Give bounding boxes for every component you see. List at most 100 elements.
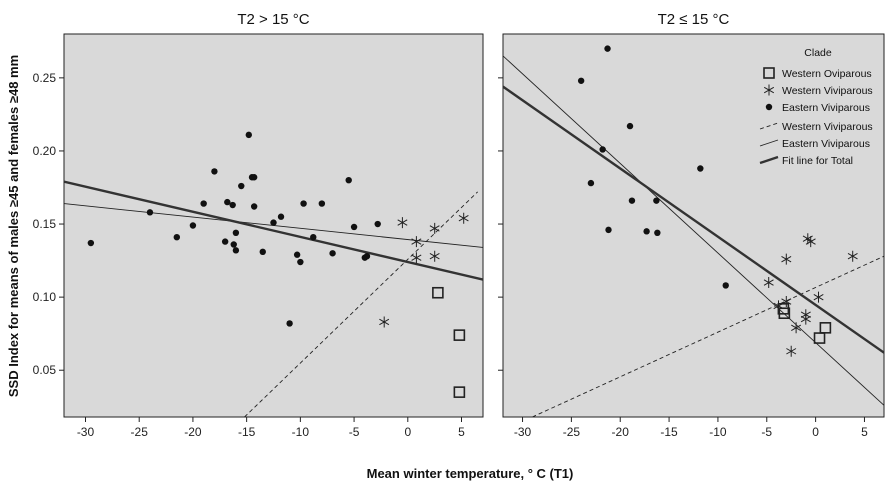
x-tick-label-right: -15 bbox=[660, 425, 678, 439]
point-eastern-viviparous bbox=[200, 200, 207, 207]
plot-area-right bbox=[502, 33, 885, 418]
legend-marker-square bbox=[763, 67, 775, 79]
point-eastern-viviparous bbox=[345, 176, 352, 184]
point-eastern-viviparous bbox=[577, 77, 585, 84]
point-eastern-viviparous bbox=[587, 179, 595, 187]
point-eastern-viviparous bbox=[224, 198, 231, 206]
point-western-viviparous bbox=[800, 309, 811, 321]
y-axis-title: SSD Index for means of males ≥45 and fem… bbox=[6, 55, 21, 397]
point-western-viviparous bbox=[805, 236, 816, 248]
point-eastern-viviparous bbox=[297, 258, 304, 266]
point-western-viviparous bbox=[847, 250, 858, 262]
fit-line-dashed-right bbox=[532, 255, 884, 417]
point-eastern-viviparous bbox=[300, 200, 307, 207]
panel-right: T2 ≤ 15 °C -30 -25 -20 -15 -10 -5 0 5 bbox=[498, 11, 885, 439]
fit-line-dashed-left bbox=[244, 191, 478, 417]
legend-label: Western Viviparous bbox=[782, 121, 873, 133]
point-eastern-viviparous bbox=[238, 182, 245, 190]
legend-marker-thin-line bbox=[759, 139, 779, 147]
legend: Clade Western Oviparous Western Viviparous… bbox=[759, 47, 873, 167]
x-tick-label-left: 0 bbox=[404, 425, 411, 439]
panel-left: T2 > 15 °C -30 -25 -20 -15 -10 -5 0 5 0.05 0.10 0.1… bbox=[33, 11, 484, 439]
point-eastern-viviparous bbox=[189, 222, 197, 229]
point-eastern-viviparous bbox=[221, 238, 229, 245]
point-western-viviparous bbox=[458, 212, 469, 224]
point-western-viviparous bbox=[781, 296, 792, 307]
x-tick-label-left: 5 bbox=[458, 425, 465, 439]
y-tick-label: 0.25 bbox=[33, 71, 57, 85]
point-eastern-viviparous bbox=[363, 252, 371, 260]
x-tick-label-left: -10 bbox=[292, 425, 310, 439]
point-western-oviparous bbox=[453, 386, 466, 398]
point-eastern-viviparous bbox=[259, 248, 266, 256]
point-eastern-viviparous bbox=[628, 197, 636, 204]
fit-line-thin-right bbox=[503, 55, 884, 406]
point-western-viviparous bbox=[786, 345, 797, 357]
point-eastern-viviparous bbox=[350, 223, 358, 231]
legend-label: Eastern Viviparous bbox=[782, 138, 870, 150]
y-tick-label: 0.20 bbox=[33, 144, 57, 158]
point-eastern-viviparous bbox=[697, 165, 704, 172]
point-western-oviparous bbox=[432, 286, 444, 299]
point-eastern-viviparous bbox=[653, 197, 660, 204]
legend-label: Eastern Viviparous bbox=[782, 102, 870, 114]
x-tick-label-left: -20 bbox=[184, 425, 202, 439]
point-western-viviparous bbox=[763, 277, 774, 288]
panel-title-right: T2 ≤ 15 °C bbox=[658, 11, 730, 28]
legend-label: Fit line for Total bbox=[782, 155, 853, 167]
point-eastern-viviparous bbox=[232, 229, 240, 237]
point-eastern-viviparous bbox=[318, 200, 326, 207]
point-eastern-viviparous bbox=[310, 233, 317, 241]
point-western-oviparous bbox=[778, 307, 791, 320]
fit-line-thick-right bbox=[503, 85, 884, 354]
point-eastern-viviparous bbox=[250, 203, 258, 210]
x-tick-label-right: 0 bbox=[812, 425, 819, 439]
point-eastern-viviparous bbox=[626, 122, 634, 130]
point-western-viviparous bbox=[411, 236, 422, 248]
legend-label: Western Oviparous bbox=[782, 68, 872, 80]
point-western-oviparous bbox=[453, 329, 466, 341]
y-tick-label: 0.05 bbox=[33, 363, 57, 377]
point-eastern-viviparous bbox=[654, 229, 661, 237]
point-western-viviparous bbox=[813, 291, 824, 303]
y-tick-label: 0.15 bbox=[33, 217, 57, 231]
x-tick-label-right: -25 bbox=[563, 425, 581, 439]
point-eastern-viviparous bbox=[173, 233, 181, 241]
point-eastern-viviparous bbox=[722, 282, 729, 289]
point-eastern-viviparous bbox=[230, 241, 237, 248]
point-eastern-viviparous bbox=[232, 247, 240, 254]
point-eastern-viviparous bbox=[293, 251, 301, 258]
point-western-viviparous bbox=[411, 252, 422, 264]
point-western-viviparous bbox=[429, 250, 440, 262]
x-tick-label-right: -10 bbox=[709, 425, 727, 439]
point-eastern-viviparous bbox=[211, 168, 218, 175]
point-eastern-viviparous bbox=[599, 146, 606, 153]
point-western-viviparous bbox=[429, 222, 440, 234]
point-eastern-viviparous bbox=[329, 250, 336, 257]
point-western-viviparous bbox=[397, 217, 408, 229]
panel-title-left: T2 > 15 °C bbox=[237, 11, 309, 28]
point-western-viviparous bbox=[781, 253, 792, 265]
x-tick-label-right: -5 bbox=[761, 425, 772, 439]
legend-marker-thick-line bbox=[759, 155, 779, 165]
x-tick-label-left: -25 bbox=[131, 425, 149, 439]
point-western-oviparous bbox=[819, 322, 832, 334]
point-eastern-viviparous bbox=[604, 45, 611, 52]
point-eastern-viviparous bbox=[229, 201, 236, 209]
point-eastern-viviparous bbox=[146, 209, 154, 216]
legend-title: Clade bbox=[804, 47, 832, 59]
point-eastern-viviparous bbox=[286, 320, 293, 327]
point-western-oviparous bbox=[813, 332, 826, 344]
point-western-viviparous bbox=[379, 316, 390, 328]
point-western-viviparous bbox=[791, 322, 802, 334]
point-eastern-viviparous bbox=[245, 131, 252, 139]
legend-label: Western Viviparous bbox=[782, 85, 873, 97]
legend-marker-dashed-line bbox=[759, 122, 779, 130]
point-eastern-viviparous bbox=[270, 219, 277, 226]
point-eastern-viviparous bbox=[374, 220, 381, 228]
x-axis-title: Mean winter temperature, ° C (T1) bbox=[367, 466, 574, 481]
y-tick-label: 0.10 bbox=[33, 290, 57, 304]
x-tick-label-right: 5 bbox=[861, 425, 868, 439]
